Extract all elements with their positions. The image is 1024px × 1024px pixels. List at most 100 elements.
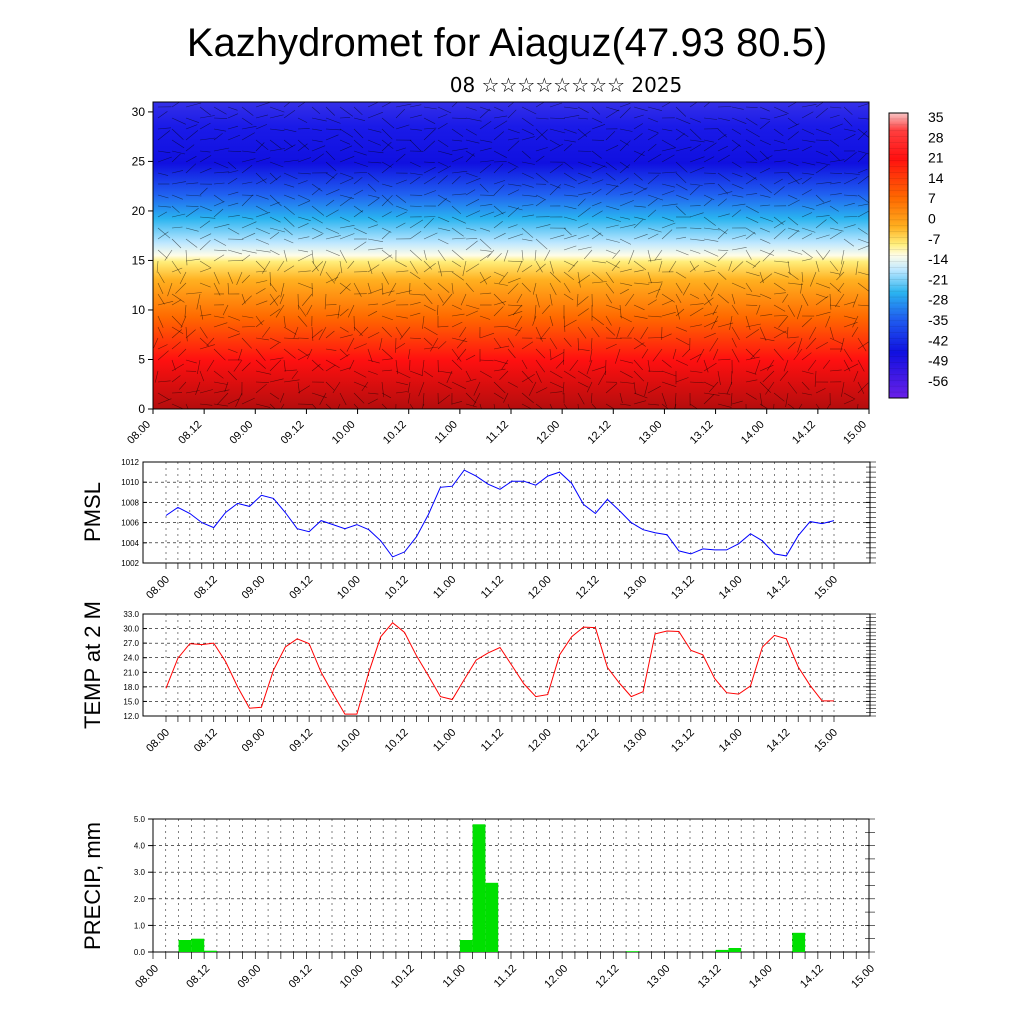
wind-barb <box>297 172 311 175</box>
wind-barb <box>563 370 576 379</box>
wind-barb <box>843 117 853 127</box>
wind-barb <box>843 177 858 185</box>
wind-barb <box>759 155 773 163</box>
wind-barb <box>549 260 554 274</box>
wind-barb <box>756 304 761 315</box>
wind-barb <box>745 128 760 138</box>
colorbar-label: 35 <box>928 109 944 125</box>
wind-barb <box>563 245 577 251</box>
wind-barb <box>591 281 607 284</box>
wind-barb <box>269 128 285 131</box>
wind-barb <box>577 117 589 120</box>
wind-barb <box>675 271 687 279</box>
wind-barb <box>423 326 438 336</box>
wind-barb <box>283 315 286 328</box>
wind-barb <box>423 217 434 229</box>
wind-barb <box>507 304 523 307</box>
cross-section-y-tick-label: 30 <box>132 105 146 119</box>
wind-barb <box>731 194 744 198</box>
wind-barb <box>171 315 183 328</box>
wind-barb <box>465 354 476 361</box>
wind-barb <box>612 249 621 259</box>
wind-barb <box>255 300 268 306</box>
wind-barb <box>493 381 506 394</box>
colorbar-label: 21 <box>928 150 944 166</box>
wind-barb <box>465 310 479 317</box>
wind-barb <box>283 265 295 273</box>
wind-barb <box>437 325 449 328</box>
wind-barb <box>171 205 180 213</box>
wind-barb <box>213 194 224 203</box>
wind-barb <box>661 128 673 132</box>
wind-barb <box>269 194 282 207</box>
wind-barb <box>633 123 643 130</box>
wind-barb <box>801 212 813 218</box>
wind-barb <box>591 117 603 123</box>
wind-barb <box>815 194 825 203</box>
wind-barb <box>773 160 786 163</box>
wind-barb <box>745 205 759 213</box>
wind-barb <box>647 315 662 318</box>
wind-barb <box>280 392 285 403</box>
wind-barb <box>801 177 812 185</box>
wind-barb <box>269 148 286 152</box>
wind-barb <box>853 370 859 382</box>
wind-barb <box>535 199 545 207</box>
wind-barb <box>311 359 324 371</box>
wind-barb <box>647 227 662 233</box>
wind-barb <box>759 117 771 120</box>
wind-barb <box>815 342 829 350</box>
wind-barb <box>367 392 379 395</box>
temp-x-tick-label: 08.00 <box>144 727 172 755</box>
precip-bar <box>626 951 639 952</box>
wind-barb <box>675 172 687 184</box>
cross-section-panel: 0 5 10 15 20 25 30 08.00 08.12 09.00 09.12 10.00 10… <box>125 101 870 447</box>
cross-section-x-tick-label: 13.12 <box>688 419 716 447</box>
wind-barb <box>713 348 719 361</box>
wind-barb <box>731 183 744 189</box>
wind-barb <box>591 165 606 174</box>
wind-barb <box>451 313 465 317</box>
wind-barb <box>279 293 285 305</box>
wind-barb <box>241 165 253 174</box>
wind-barb <box>297 253 313 262</box>
wind-barb <box>473 381 481 396</box>
wind-barb <box>563 403 568 409</box>
wind-barb <box>255 211 271 218</box>
wind-barb <box>752 260 761 269</box>
wind-barb <box>171 341 181 350</box>
wind-barb <box>283 359 286 372</box>
wind-barb <box>843 151 857 163</box>
wind-barb <box>703 282 711 291</box>
wind-barb <box>507 205 523 211</box>
wind-barb <box>682 282 691 296</box>
wind-barb <box>269 359 282 372</box>
wind-barb <box>367 128 382 133</box>
wind-barb <box>577 150 592 152</box>
wind-barb <box>199 260 212 269</box>
precip-grid <box>152 819 870 952</box>
wind-barb <box>759 167 771 174</box>
wind-barb <box>689 185 700 196</box>
wind-barb <box>577 106 589 113</box>
wind-barb <box>353 106 363 116</box>
wind-barb <box>661 222 676 229</box>
wind-barb <box>801 293 809 306</box>
wind-barb <box>605 172 616 181</box>
wind-barb <box>283 205 295 216</box>
wind-barb <box>339 172 354 178</box>
wind-barb <box>598 370 607 386</box>
wind-barb <box>199 326 208 339</box>
wind-barb <box>367 310 378 317</box>
wind-barb <box>857 271 869 276</box>
wind-barb <box>773 220 786 229</box>
wind-barb <box>521 214 535 218</box>
wind-barb <box>647 385 661 394</box>
wind-barb <box>563 216 577 221</box>
wind-barb <box>227 333 241 339</box>
wind-barb <box>521 265 533 273</box>
wind-barb <box>367 264 380 273</box>
wind-barb <box>577 337 579 351</box>
precip-x-tick-label: 08.00 <box>133 963 161 991</box>
